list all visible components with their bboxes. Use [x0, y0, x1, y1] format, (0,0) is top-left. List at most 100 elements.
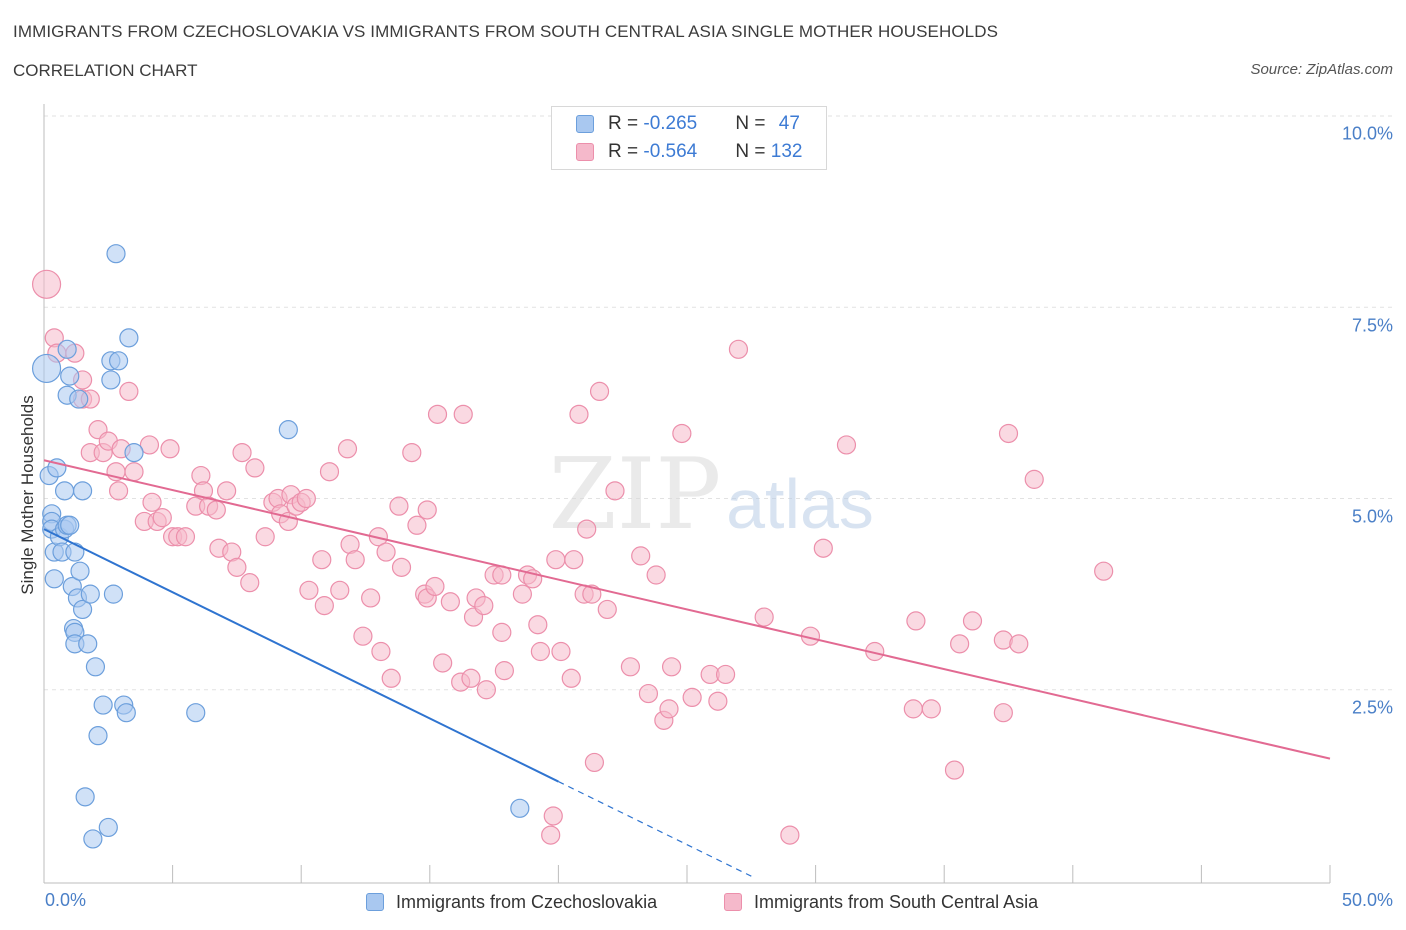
data-point	[998, 423, 1019, 444]
data-point	[85, 657, 106, 677]
trend-line-czechoslovakia-extension	[558, 781, 752, 877]
data-point	[217, 481, 237, 501]
data-point	[44, 569, 64, 589]
bottom-legend-label: Immigrants from Czechoslovakia	[396, 891, 658, 912]
legend-row-south-central-asia: R = -0.564 N = 132	[576, 140, 802, 164]
correlation-legend: R = -0.265 N = 47 R = -0.564 N = 132	[551, 106, 827, 170]
data-point	[160, 439, 180, 459]
data-point	[402, 443, 422, 463]
y-tick-label: 7.5%	[1351, 315, 1393, 336]
data-point	[361, 588, 381, 608]
data-point	[715, 664, 736, 685]
legend-n-label: N =	[735, 113, 771, 134]
data-point	[103, 584, 124, 604]
data-point	[476, 680, 496, 700]
data-point	[70, 561, 90, 581]
chart-subtitle: CORRELATION CHART	[13, 61, 198, 80]
legend-n-label: N =	[735, 141, 771, 162]
source-credit: Source: ZipAtlas.com	[1250, 61, 1393, 78]
legend-swatch-pink	[576, 143, 594, 161]
data-point	[659, 699, 679, 719]
watermark-atlas: atlas	[726, 465, 874, 543]
data-point	[60, 366, 80, 386]
data-point	[906, 611, 926, 631]
data-point	[31, 269, 62, 299]
x-tick-label-right: 50.0%	[1341, 890, 1393, 910]
data-point	[569, 404, 589, 424]
data-point	[106, 244, 126, 264]
data-point	[124, 443, 144, 463]
data-point	[108, 351, 129, 371]
data-point	[175, 527, 196, 547]
data-point	[903, 699, 923, 719]
data-point	[330, 580, 350, 600]
series-czechoslovakia-points	[31, 244, 530, 849]
data-point	[528, 615, 548, 635]
y-tick-label: 5.0%	[1351, 506, 1393, 527]
data-point	[232, 443, 252, 463]
bottom-legend-swatch-pink	[724, 893, 742, 911]
data-point	[278, 420, 298, 440]
data-point	[389, 496, 409, 516]
data-point	[672, 423, 692, 444]
axes	[43, 104, 1331, 884]
data-point	[391, 557, 412, 577]
data-point	[88, 726, 108, 746]
data-point	[597, 599, 617, 620]
grid-lines	[44, 115, 1395, 691]
chart-title: IMMIGRANTS FROM CZECHOSLOVAKIA VS IMMIGR…	[13, 22, 999, 41]
legend-swatch-blue	[576, 115, 594, 133]
x-tick-label-left: 0.0%	[45, 890, 87, 910]
data-point	[780, 825, 800, 845]
trend-line-czechoslovakia	[43, 528, 559, 783]
data-point	[417, 500, 437, 520]
data-point	[69, 389, 89, 409]
data-point	[836, 435, 857, 455]
data-point	[186, 703, 206, 723]
data-point	[551, 641, 571, 662]
data-point	[813, 538, 833, 558]
trend-line-south-central-asia	[43, 459, 1331, 760]
data-point	[337, 439, 358, 459]
data-point	[661, 657, 682, 677]
data-point	[345, 550, 365, 570]
data-point	[206, 500, 226, 520]
data-point	[453, 404, 473, 424]
data-point	[57, 339, 77, 359]
data-point	[638, 683, 659, 704]
data-point	[407, 515, 427, 535]
trend-lines	[43, 459, 1331, 877]
data-point	[950, 634, 970, 654]
data-point	[93, 695, 113, 715]
data-point	[101, 370, 121, 390]
data-point	[708, 691, 728, 711]
data-point	[381, 668, 401, 688]
data-point	[510, 798, 530, 818]
data-point	[494, 661, 514, 681]
legend-n-value: 132	[770, 141, 803, 162]
data-point	[296, 488, 316, 509]
legend-r-value: -0.564	[643, 141, 698, 162]
legend-r-label: R =	[608, 113, 644, 134]
y-tick-label: 2.5%	[1351, 697, 1393, 718]
data-point	[108, 481, 129, 501]
legend-r-value: -0.265	[643, 113, 698, 134]
y-tick-label: 10.0%	[1341, 123, 1393, 144]
data-point	[541, 825, 561, 845]
data-point	[440, 592, 460, 612]
data-point	[427, 404, 448, 424]
data-point	[577, 519, 597, 539]
legend-row-czechoslovakia: R = -0.265 N = 47	[576, 112, 800, 136]
data-point	[83, 829, 103, 849]
data-point	[962, 611, 983, 631]
data-point	[605, 481, 625, 501]
data-point	[944, 760, 965, 780]
data-point	[124, 462, 144, 482]
watermark-zip: ZIP	[549, 438, 722, 552]
data-point	[631, 546, 651, 566]
data-point	[60, 515, 80, 535]
legend-n-value: 47	[778, 113, 800, 134]
data-point	[119, 328, 139, 348]
data-point	[425, 576, 445, 597]
